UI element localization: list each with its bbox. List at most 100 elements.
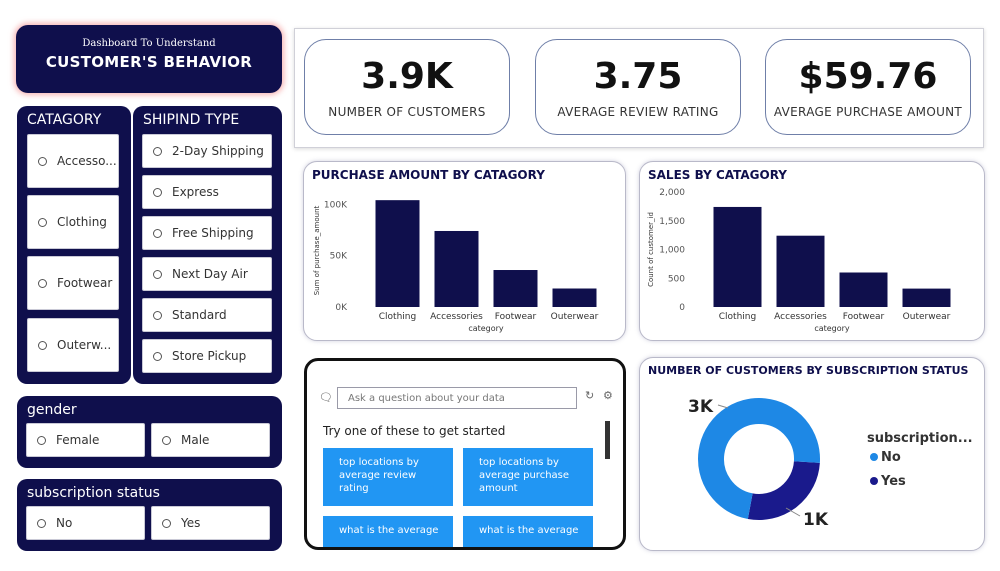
bar <box>375 200 420 307</box>
subscription-slicer: subscription status No Yes <box>17 479 282 551</box>
x-tick-label: Accessories <box>430 312 483 322</box>
dashboard-subtitle: Dashboard To Understand <box>82 38 216 49</box>
bar <box>776 235 825 307</box>
x-axis-label: category <box>814 324 850 333</box>
qa-suggestion[interactable]: what is the average <box>323 516 453 547</box>
shipping-slicer-header: SHIPIND TYPE <box>143 112 240 128</box>
leader-line <box>717 404 729 409</box>
x-tick-label: Footwear <box>843 312 885 322</box>
qa-suggestion[interactable]: top locations by average review rating <box>323 448 453 506</box>
radio-icon <box>38 340 47 350</box>
qa-suggestion[interactable]: what is the average <box>463 516 593 547</box>
radio-icon <box>153 310 162 320</box>
radio-icon <box>162 435 171 445</box>
y-tick-label: 0 <box>679 303 685 313</box>
category-option-footwear[interactable]: Footwear <box>27 256 119 310</box>
radio-icon <box>37 435 46 445</box>
subscription-donut-card[interactable]: NUMBER OF CUSTOMERS BY SUBSCRIPTION STAT… <box>639 357 985 551</box>
shipping-type-slicer: SHIPIND TYPE 2-Day Shipping Express Free… <box>133 106 282 384</box>
bar <box>713 206 762 307</box>
x-tick-label: Outerwear <box>551 312 599 322</box>
qa-suggestion[interactable]: top locations by average purchase amount <box>463 448 593 506</box>
category-slicer-header: CATAGORY <box>27 112 102 128</box>
legend-item: Yes <box>880 474 906 489</box>
radio-icon <box>153 351 162 361</box>
data-label-yes: 1K <box>803 510 829 530</box>
kpi-label: NUMBER OF CUSTOMERS <box>328 105 486 119</box>
y-tick-label: 100K <box>324 200 348 210</box>
kpi-value: 3.75 <box>593 56 683 97</box>
chat-icon: 🗨 <box>319 392 333 404</box>
bar <box>552 288 597 307</box>
dashboard-title-banner: Dashboard To Understand CUSTOMER'S BEHAV… <box>16 25 282 93</box>
kpi-value: 3.9K <box>361 56 453 97</box>
shipping-option-standard[interactable]: Standard <box>142 298 272 332</box>
category-option-accessories[interactable]: Accesso... <box>27 134 119 188</box>
shipping-option-next-day-air[interactable]: Next Day Air <box>142 257 272 291</box>
y-tick-label: 50K <box>330 252 348 262</box>
qa-prompt: Try one of these to get started <box>323 424 506 438</box>
x-tick-label: Clothing <box>379 312 416 322</box>
kpi-panel: 3.9K NUMBER OF CUSTOMERS 3.75 AVERAGE RE… <box>294 28 984 148</box>
leader-line <box>785 507 801 517</box>
dashboard-title: CUSTOMER'S BEHAVIOR <box>45 53 253 71</box>
radio-icon <box>38 217 47 227</box>
kpi-label: AVERAGE REVIEW RATING <box>557 105 719 119</box>
radio-icon <box>162 518 171 528</box>
gender-option-male[interactable]: Male <box>151 423 270 457</box>
legend-item: No <box>881 450 901 465</box>
radio-icon <box>153 146 162 156</box>
subscription-donut-chart: 3K 1K subscription... No Yes <box>688 397 973 530</box>
x-tick-label: Accessories <box>774 312 827 322</box>
subscription-option-yes[interactable]: Yes <box>151 506 270 540</box>
shipping-option-store-pickup[interactable]: Store Pickup <box>142 339 272 373</box>
chart-title: SALES BY CATAGORY <box>648 168 787 182</box>
shipping-option-2-day[interactable]: 2-Day Shipping <box>142 134 272 168</box>
radio-icon <box>153 187 162 197</box>
x-tick-label: Clothing <box>719 312 756 322</box>
gender-option-female[interactable]: Female <box>26 423 145 457</box>
y-tick-label: 0K <box>335 303 348 313</box>
qa-visual[interactable]: 🗨 Ask a question about your data ↻ ⚙ Try… <box>304 358 626 550</box>
bar <box>839 272 888 307</box>
y-tick-label: 2,000 <box>659 188 685 198</box>
chart-title: PURCHASE AMOUNT BY CATAGORY <box>312 168 545 182</box>
gender-slicer: gender Female Male <box>17 396 282 468</box>
bar <box>902 288 951 307</box>
radio-icon <box>37 518 46 528</box>
kpi-card-purchase-amount: $59.76 AVERAGE PURCHASE AMOUNT <box>765 39 971 135</box>
radio-icon <box>153 269 162 279</box>
subscription-option-no[interactable]: No <box>26 506 145 540</box>
share-icon[interactable]: ↻ <box>585 390 595 402</box>
radio-icon <box>38 278 47 288</box>
shipping-option-free[interactable]: Free Shipping <box>142 216 272 250</box>
legend-marker <box>870 453 878 461</box>
gear-icon[interactable]: ⚙ <box>603 390 613 402</box>
purchase-amount-chart-card[interactable]: PURCHASE AMOUNT BY CATAGORY 0K 50K 100K Clo… <box>303 161 626 341</box>
category-option-clothing[interactable]: Clothing <box>27 195 119 249</box>
shipping-option-express[interactable]: Express <box>142 175 272 209</box>
category-option-outerwear[interactable]: Outerw... <box>27 318 119 372</box>
y-tick-label: 1,000 <box>659 246 685 256</box>
y-tick-label: 500 <box>668 274 685 284</box>
donut-slice <box>698 398 820 519</box>
radio-icon <box>153 228 162 238</box>
legend-marker <box>870 477 878 485</box>
kpi-card-review-rating: 3.75 AVERAGE REVIEW RATING <box>535 39 741 135</box>
y-tick-label: 1,500 <box>659 217 685 227</box>
y-axis-label: Count of customer_id <box>647 212 655 287</box>
legend-title: subscription... <box>867 431 973 446</box>
subscription-slicer-header: subscription status <box>27 485 160 501</box>
chart-title: NUMBER OF CUSTOMERS BY SUBSCRIPTION STAT… <box>648 364 969 377</box>
qa-question-input[interactable]: Ask a question about your data <box>337 387 577 409</box>
y-axis-label: Sum of purchase_amount <box>313 205 321 295</box>
bar <box>493 270 538 307</box>
kpi-value: $59.76 <box>798 56 938 97</box>
sales-by-category-chart-card[interactable]: SALES BY CATAGORY 0 500 1,000 1,500 2,000 Clo… <box>639 161 985 341</box>
bar <box>434 230 479 307</box>
category-slicer: CATAGORY Accesso... Clothing Footwear Ou… <box>17 106 131 384</box>
gender-slicer-header: gender <box>27 402 77 418</box>
radio-icon <box>38 156 47 166</box>
scrollbar-thumb[interactable] <box>605 421 610 459</box>
purchase-amount-bar-chart: 0K 50K 100K Clothing Accessories Footwear Oute… <box>313 200 599 333</box>
